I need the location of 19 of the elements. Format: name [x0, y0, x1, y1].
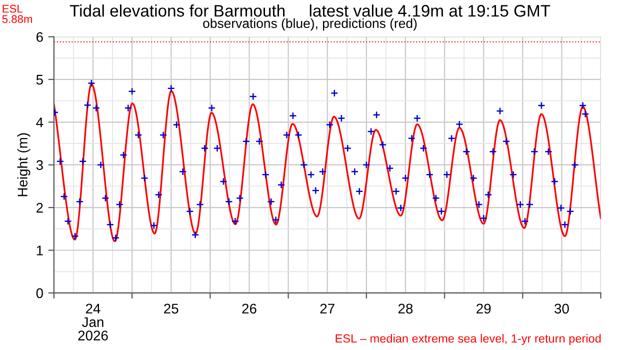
y-tick-label: 3	[36, 160, 43, 170]
x-tick-label: 29	[476, 304, 491, 314]
y-axis-title: Height (m)	[17, 133, 30, 196]
y-tick-label: 4	[36, 118, 44, 128]
x-tick-label: 27	[320, 304, 334, 314]
y-tick-label: 1	[36, 246, 43, 256]
y-tick-label: 0	[36, 288, 43, 298]
chart-title: Tidal elevations for Barmouth latest value 4.19m at 19:15 GMT	[70, 4, 550, 17]
y-tick-label: 5	[36, 74, 43, 85]
x-tick-label: 25	[164, 304, 178, 314]
x-tick-label: 28	[398, 304, 413, 314]
ref-line-label: ESL 5.88m	[2, 4, 32, 24]
y-tick-label: 6	[36, 32, 43, 42]
x-tick-label: 26	[242, 304, 256, 314]
y-tick-label: 2	[36, 202, 43, 213]
chart-subtitle: observations (blue), predictions (red)	[203, 18, 417, 31]
x-tick-label: 30	[554, 304, 569, 314]
x-tick-label: 24 Jan 2026	[78, 304, 108, 340]
text: ESL – median extreme sea level, 1-yr return period	[336, 334, 601, 346]
